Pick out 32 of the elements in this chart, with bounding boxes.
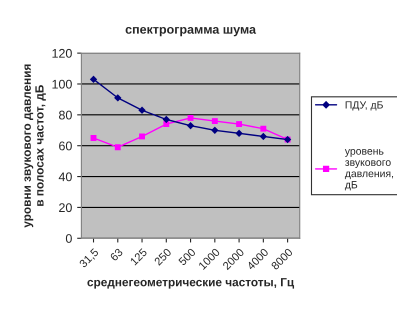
y-axis-title: уровни звукового давления в полосах частот, дБ	[24, 64, 46, 228]
point	[260, 126, 266, 132]
y-tick-label: 120	[52, 48, 72, 58]
legend-label: ПДУ, дБ	[346, 101, 383, 111]
x-axis-title: среднегеометрические частоты, Гц	[87, 278, 294, 289]
point	[187, 122, 194, 130]
y-tick-label: 40	[58, 172, 72, 182]
point	[114, 144, 121, 150]
point	[114, 94, 122, 102]
point	[138, 106, 146, 114]
point	[139, 133, 145, 140]
y-tick-label: 0	[66, 234, 72, 243]
x-tick-label: 63	[110, 248, 124, 262]
chart-title: спектрограмма шума	[126, 26, 256, 36]
point	[260, 132, 267, 140]
legend-label: уровень звукового давления, дБ	[344, 149, 394, 190]
x-tick-label: 250	[154, 248, 172, 266]
point	[90, 76, 97, 83]
point	[163, 121, 170, 128]
point	[188, 114, 194, 121]
x-tick-label: 500	[178, 248, 196, 266]
y-tick-label: 60	[59, 142, 72, 150]
y-tick-label: 80	[59, 110, 72, 120]
point	[212, 118, 218, 124]
point	[162, 116, 170, 123]
point	[236, 130, 243, 137]
x-tick-label: 125	[130, 248, 148, 266]
point	[236, 121, 242, 128]
y-tick-label: 20	[59, 203, 72, 212]
y-tick-label: 100	[52, 80, 72, 89]
point	[211, 126, 218, 134]
point	[90, 135, 96, 141]
